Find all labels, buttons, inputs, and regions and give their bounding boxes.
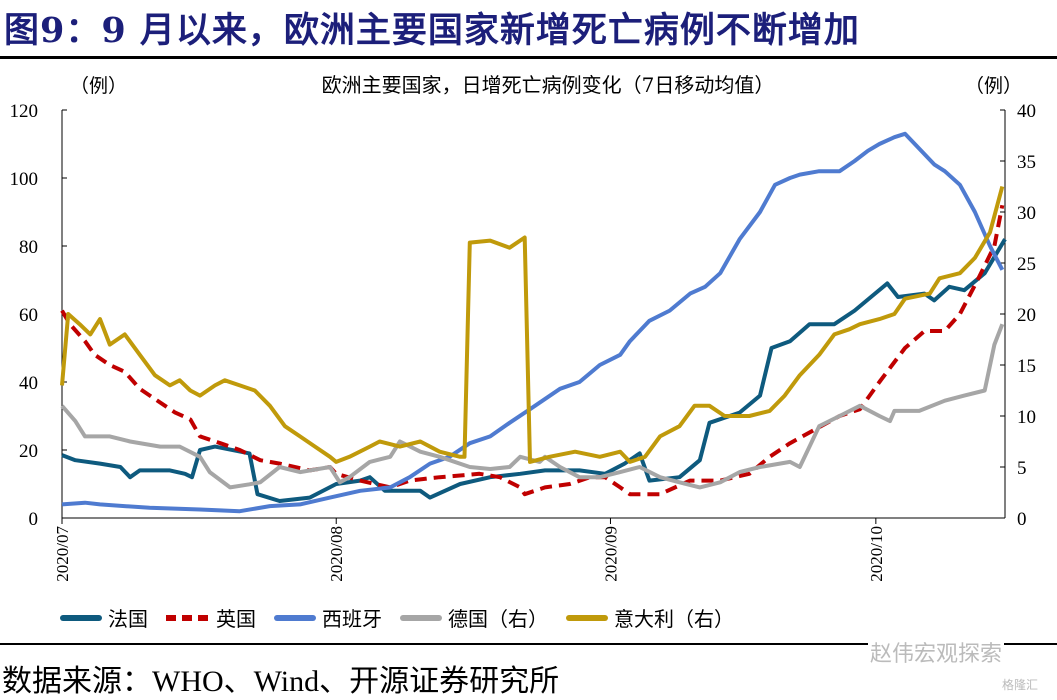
series-line-德国（右） bbox=[60, 323, 1005, 490]
series-line-英国 bbox=[60, 204, 1005, 497]
right-axis-unit: （例） bbox=[965, 75, 1022, 97]
legend-swatch bbox=[166, 614, 208, 621]
legend-item: 西班牙 bbox=[274, 603, 382, 632]
right-tick-label: 35 bbox=[1017, 152, 1036, 173]
bottom-divider bbox=[0, 643, 1057, 645]
left-tick-label: 80 bbox=[19, 237, 38, 258]
gelonghui-watermark: 格隆汇 bbox=[1002, 678, 1039, 692]
left-tick-label: 0 bbox=[29, 509, 39, 530]
chart-title: 欧洲主要国家，日增死亡病例变化（7日移动均值） bbox=[322, 73, 775, 97]
legend-swatch bbox=[60, 614, 102, 621]
right-tick-label: 15 bbox=[1017, 356, 1036, 377]
left-axis-unit: （例） bbox=[70, 75, 127, 97]
legend-label: 意大利（右） bbox=[614, 607, 734, 631]
right-tick-label: 10 bbox=[1017, 407, 1036, 428]
right-tick-label: 5 bbox=[1017, 458, 1027, 479]
right-tick-label: 25 bbox=[1017, 254, 1036, 275]
legend: 法国 英国 西班牙 德国（右） 意大利（右） bbox=[60, 603, 752, 632]
x-tick-label: 2020/07 bbox=[53, 526, 72, 582]
left-tick-label: 120 bbox=[10, 101, 39, 122]
left-tick-label: 100 bbox=[10, 169, 39, 190]
left-tick-label: 60 bbox=[19, 305, 38, 326]
series-line-意大利（右） bbox=[60, 185, 1005, 464]
legend-swatch bbox=[274, 614, 316, 621]
top-divider bbox=[0, 56, 1057, 59]
legend-item: 英国 bbox=[166, 603, 256, 632]
source-note: 数据来源：WHO、Wind、开源证券研究所 bbox=[2, 665, 560, 698]
figure-title: 图9：9 月以来，欧洲主要国家新增死亡病例不断增加 bbox=[4, 10, 860, 51]
wechat-watermark: 赵伟宏观探索 bbox=[868, 636, 1005, 668]
legend-label: 西班牙 bbox=[322, 607, 382, 631]
series-line-西班牙 bbox=[61, 131, 1005, 514]
series-line-法国 bbox=[61, 238, 1007, 503]
right-tick-label: 20 bbox=[1017, 305, 1036, 326]
x-tick-label: 2020/08 bbox=[327, 526, 346, 582]
right-tick-label: 40 bbox=[1017, 101, 1036, 122]
legend-item: 德国（右） bbox=[400, 603, 548, 632]
legend-label: 法国 bbox=[108, 607, 148, 631]
right-tick-label: 0 bbox=[1017, 509, 1027, 530]
x-tick-label: 2020/10 bbox=[867, 526, 886, 582]
x-tick-label: 2020/09 bbox=[601, 526, 620, 582]
legend-item: 法国 bbox=[60, 603, 148, 632]
left-tick-label: 20 bbox=[19, 441, 38, 462]
legend-swatch bbox=[566, 614, 608, 621]
legend-label: 英国 bbox=[216, 607, 256, 631]
legend-swatch bbox=[400, 614, 442, 621]
legend-item: 意大利（右） bbox=[566, 603, 734, 632]
right-tick-label: 30 bbox=[1017, 203, 1036, 224]
left-tick-label: 40 bbox=[19, 373, 38, 394]
legend-label: 德国（右） bbox=[448, 607, 548, 631]
